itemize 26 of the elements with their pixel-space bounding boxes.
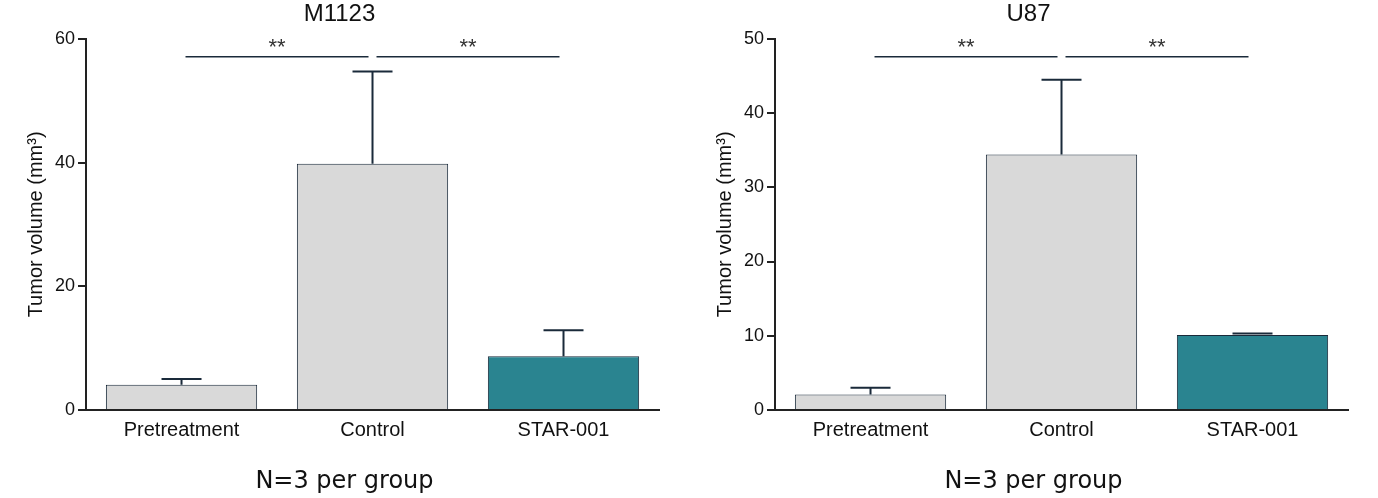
y-axis-title: Tumor volume (mm³) [23,131,46,318]
y-tick-label: 20 [743,250,765,271]
x-tick-label: STAR-001 [517,417,610,440]
x-tick-label: Control [340,417,405,440]
y-tick-label: 0 [65,398,76,419]
chart-title: U87 [1006,0,1051,27]
text: N=3 per group [254,466,435,494]
y-tick-label: 30 [743,176,765,197]
chart-title: M1123 [303,0,376,27]
y-axis-title: Tumor volume (mm³) [712,131,735,318]
text: N=3 per group [943,466,1124,494]
x-tick-label: Control [1029,417,1094,440]
annotation: ** [268,33,287,59]
x-tick-label: Pretreatment [123,417,240,440]
y-tick-label: 10 [743,324,765,345]
y-tick-label: 40 [743,102,765,123]
y-tick-label: 50 [743,27,765,48]
annotation: ** [957,33,976,59]
x-tick-label: STAR-001 [1206,417,1299,440]
x-tick-label: Pretreatment [812,417,929,440]
annotation: ** [1148,33,1167,59]
y-tick-label: 20 [54,275,76,296]
y-tick-label: 0 [754,398,765,419]
annotation: ** [459,33,478,59]
y-tick-label: 40 [54,151,76,172]
y-tick-label: 60 [54,27,76,48]
